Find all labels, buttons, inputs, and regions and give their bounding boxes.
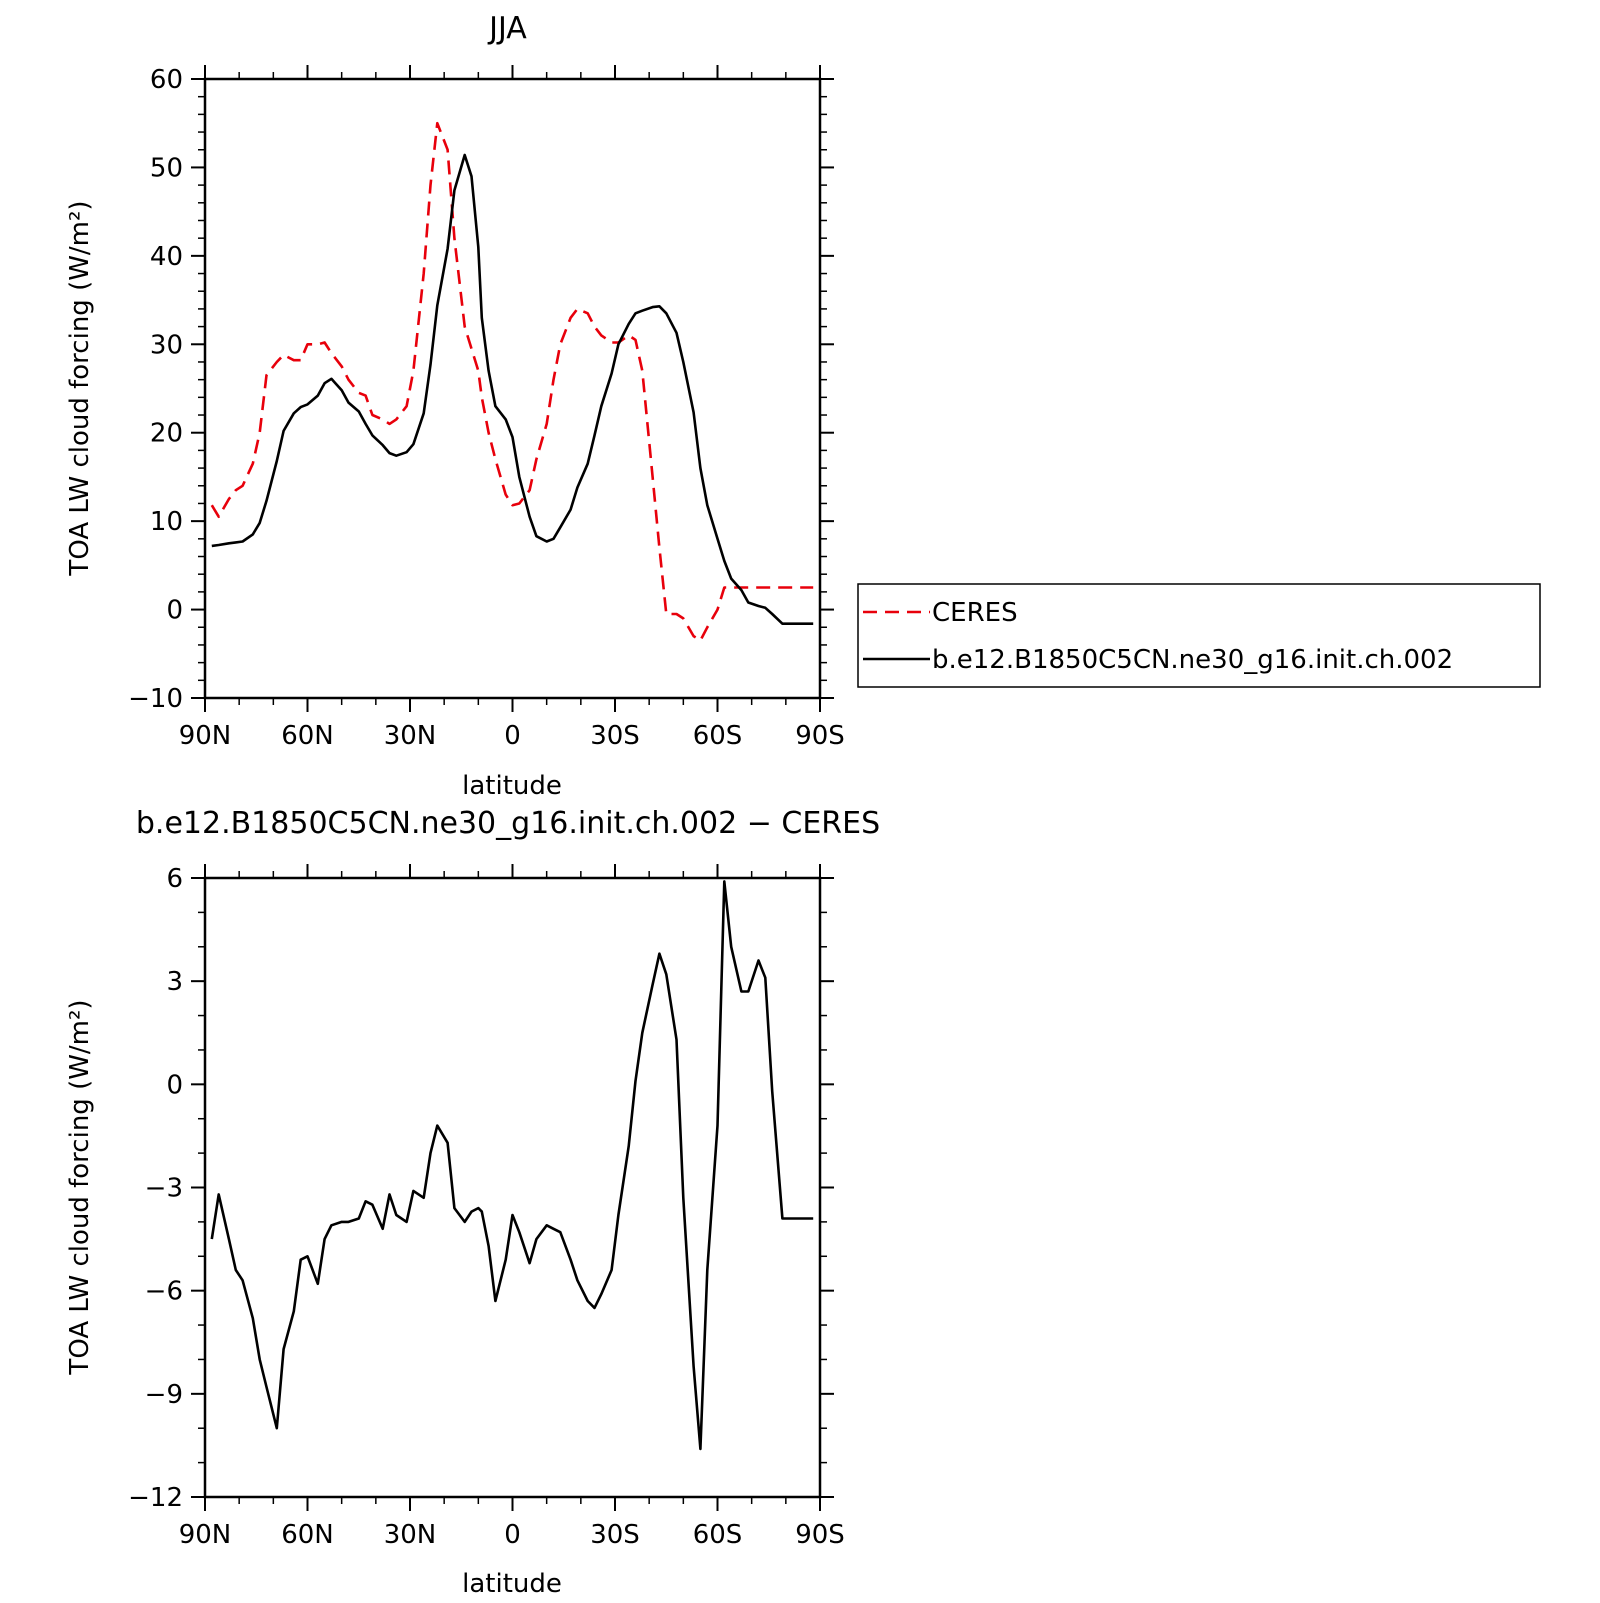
bottom-x-axis-title: latitude [462, 1569, 562, 1599]
series-line-1 [211, 153, 814, 626]
bottom-plot-frame [203, 876, 822, 1499]
y-tick-label: 3 [166, 967, 183, 997]
top-x-axis-title: latitude [462, 771, 562, 801]
series-line-0 [210, 121, 814, 642]
y-tick-label: 6 [166, 864, 183, 894]
x-tick-label: 90N [179, 721, 232, 751]
top-axis-ticks [191, 65, 834, 712]
x-tick-label: 60N [281, 1520, 334, 1550]
y-tick-label: 40 [150, 242, 183, 272]
bottom-y-tick-labels: −12 −9 −6 −3 0 3 6 [128, 864, 183, 1513]
x-tick-label: 60S [693, 721, 743, 751]
bottom-x-tick-labels: 90N 60N 30N 0 30S 60S 90S [179, 1520, 845, 1550]
top-y-tick-labels: −10 0 10 20 30 40 50 60 [128, 65, 183, 714]
top-series-lines [210, 121, 814, 642]
y-tick-label: 0 [166, 1070, 183, 1100]
bottom-axis-ticks [191, 864, 834, 1511]
top-plot-frame [203, 77, 822, 700]
top-x-tick-labels: 90N 60N 30N 0 30S 60S 90S [179, 721, 845, 751]
x-tick-label: 90N [179, 1520, 232, 1550]
bottom-y-axis-title: TOA LW cloud forcing (W/m²) [65, 999, 95, 1375]
panel-bottom-chart: b.e12.B1850C5CN.ne30_g16.init.ch.002 − C… [65, 806, 880, 1599]
x-tick-label: 30N [384, 1520, 437, 1550]
series-line-0 [210, 880, 814, 1451]
legend-label-ceres: CERES [932, 598, 1018, 628]
y-tick-label: 30 [150, 330, 183, 360]
x-tick-label: 60S [693, 1520, 743, 1550]
y-tick-label: −10 [128, 684, 183, 714]
legend-label-model: b.e12.B1850C5CN.ne30_g16.init.ch.002 [932, 645, 1453, 675]
x-tick-label: 30S [590, 721, 640, 751]
x-tick-label: 30S [590, 1520, 640, 1550]
x-tick-label: 90S [795, 721, 845, 751]
x-tick-label: 30N [384, 721, 437, 751]
x-tick-label: 90S [795, 1520, 845, 1550]
bottom-series-lines [210, 880, 814, 1451]
y-tick-label: −3 [145, 1174, 183, 1204]
bottom-chart-title: b.e12.B1850C5CN.ne30_g16.init.ch.002 − C… [136, 806, 880, 841]
panel-top-chart: JJA 90N 60N 30N 0 30S 60S 90S −10 0 10 20 30 40 50 60… [65, 11, 1541, 801]
x-tick-label: 60N [281, 721, 334, 751]
x-tick-label: 0 [504, 1520, 521, 1550]
top-chart-title: JJA [487, 11, 527, 46]
y-tick-label: −6 [145, 1277, 183, 1307]
y-tick-label: 10 [150, 507, 183, 537]
y-tick-label: −12 [128, 1483, 183, 1513]
y-tick-label: 0 [166, 596, 183, 626]
y-tick-label: 20 [150, 419, 183, 449]
y-tick-label: 60 [150, 65, 183, 95]
x-tick-label: 0 [504, 721, 521, 751]
top-y-axis-title: TOA LW cloud forcing (W/m²) [65, 200, 95, 576]
y-tick-label: 50 [150, 153, 183, 183]
legend: CERES b.e12.B1850C5CN.ne30_g16.init.ch.0… [857, 583, 1541, 688]
legend-box [857, 583, 1541, 688]
y-tick-label: −9 [145, 1380, 183, 1410]
